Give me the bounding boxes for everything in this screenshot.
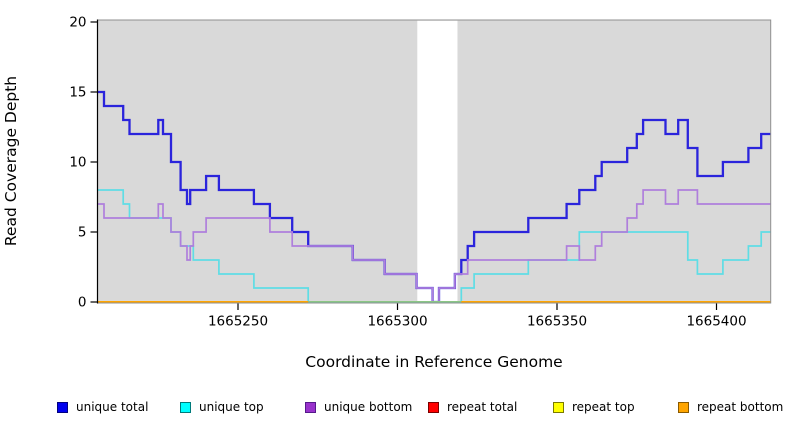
legend-label: unique total [76, 400, 149, 414]
legend-item-repeat-total: repeat total [428, 398, 517, 416]
legend-item-repeat-bottom: repeat bottom [678, 398, 783, 416]
legend-item-unique-top: unique top [180, 398, 264, 416]
legend-label: unique bottom [324, 400, 413, 414]
coverage-gap-band [417, 20, 458, 303]
y-tick-label-5: 5 [78, 225, 87, 241]
legend-label: repeat bottom [697, 400, 784, 414]
x-tick-label-1665250: 1665250 [208, 314, 268, 330]
y-axis-title: Read Coverage Depth [2, 76, 20, 246]
y-tick-label-20: 20 [69, 15, 86, 31]
x-tick-label-1665300: 1665300 [367, 314, 427, 330]
y-tick-label-15: 15 [69, 85, 86, 101]
unique-total-swatch-icon [57, 401, 68, 413]
legend-item-unique-bottom: unique bottom [305, 398, 412, 416]
x-tick-label-1665400: 1665400 [686, 314, 746, 330]
repeat-total-swatch-icon [428, 401, 439, 413]
legend-item-repeat-top: repeat top [553, 398, 635, 416]
plot-panel [97, 20, 771, 303]
legend-label: repeat total [447, 400, 518, 414]
axes: 0 5 10 15 20 1665250 1665300 1665350 1665400 [69, 15, 746, 330]
series-lines [97, 90, 771, 304]
repeat-bottom-swatch-icon [678, 401, 689, 413]
legend-item-unique-total: unique total [57, 398, 148, 416]
legend-label: unique top [199, 400, 264, 414]
legend: unique total unique top unique bottom re… [0, 398, 792, 420]
x-tick-label-1665350: 1665350 [527, 314, 587, 330]
y-tick-label-0: 0 [78, 295, 87, 311]
x-axis-title: Coordinate in Reference Genome [305, 353, 562, 371]
unique-top-swatch-icon [180, 401, 191, 413]
series-line-unique-bottom [97, 189, 771, 303]
unique-bottom-swatch-icon [305, 401, 316, 413]
legend-label: repeat top [572, 400, 635, 414]
y-tick-label-10: 10 [69, 155, 86, 171]
repeat-top-swatch-icon [553, 401, 564, 413]
